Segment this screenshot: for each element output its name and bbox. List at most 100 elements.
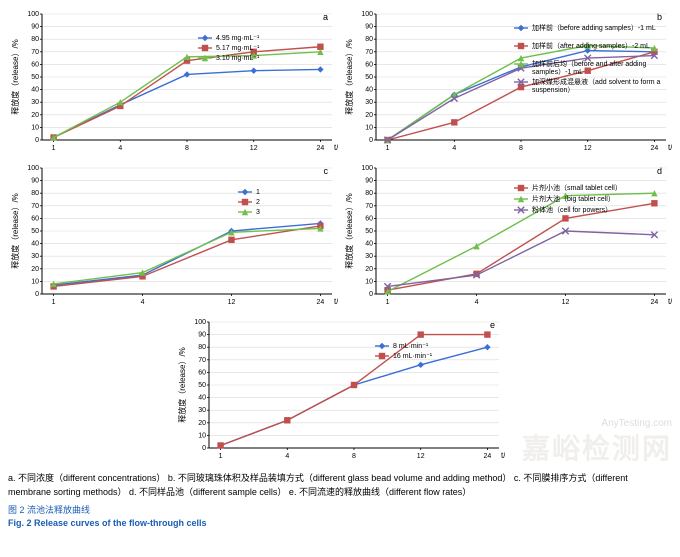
svg-text:24: 24 [484, 453, 492, 460]
svg-text:90: 90 [198, 332, 206, 339]
svg-text:释放度（release）/%: 释放度（release）/% [344, 39, 354, 115]
svg-text:0: 0 [369, 137, 373, 144]
panel-c: 0102030405060708090100141224释放度（release）… [8, 162, 338, 312]
svg-text:70: 70 [198, 357, 206, 364]
svg-text:4.95 mg·mL⁻¹: 4.95 mg·mL⁻¹ [216, 35, 260, 42]
svg-text:释放度（release）/%: 释放度（release）/% [177, 347, 187, 423]
svg-text:8: 8 [185, 145, 189, 152]
panel-b: 01020304050607080901001481224释放度（release… [342, 8, 672, 158]
panel-a: 01020304050607080901001481224释放度（release… [8, 8, 338, 158]
svg-text:50: 50 [365, 74, 373, 81]
panel-e: 01020304050607080901001481224释放度（release… [175, 316, 505, 466]
svg-text:90: 90 [365, 24, 373, 31]
caption-text: a. 不同浓度（different concentrations） b. 不同玻… [8, 472, 672, 499]
figure-grid: 01020304050607080901001481224释放度（release… [8, 8, 672, 466]
svg-text:e: e [490, 320, 495, 330]
svg-text:释放度（release）/%: 释放度（release）/% [10, 39, 20, 115]
svg-text:30: 30 [198, 407, 206, 414]
svg-text:90: 90 [31, 24, 39, 31]
svg-text:t/h: t/h [334, 297, 338, 306]
svg-text:4: 4 [475, 299, 479, 306]
svg-text:10: 10 [31, 278, 39, 285]
svg-text:90: 90 [31, 178, 39, 185]
svg-text:60: 60 [31, 215, 39, 222]
panel-d: 0102030405060708090100141224释放度（release）… [342, 162, 672, 312]
svg-text:60: 60 [198, 369, 206, 376]
svg-text:20: 20 [365, 112, 373, 119]
svg-text:0: 0 [35, 137, 39, 144]
svg-text:1: 1 [386, 299, 390, 306]
svg-text:40: 40 [365, 87, 373, 94]
svg-text:100: 100 [27, 165, 39, 172]
svg-text:5.17 mg·mL⁻¹: 5.17 mg·mL⁻¹ [216, 45, 260, 52]
svg-text:40: 40 [31, 241, 39, 248]
svg-text:100: 100 [27, 11, 39, 18]
svg-text:粉体池（cell for powers）: 粉体池（cell for powers） [532, 205, 612, 214]
svg-text:4: 4 [141, 299, 145, 306]
svg-text:50: 50 [31, 74, 39, 81]
svg-text:1: 1 [52, 299, 56, 306]
svg-text:a: a [323, 12, 328, 22]
svg-text:0: 0 [35, 291, 39, 298]
svg-text:80: 80 [365, 190, 373, 197]
svg-text:t/h: t/h [668, 143, 672, 152]
svg-text:b: b [657, 12, 662, 22]
panel-e-wrap: 01020304050607080901001481224释放度（release… [8, 316, 672, 466]
svg-text:12: 12 [562, 299, 570, 306]
svg-text:24: 24 [317, 145, 325, 152]
svg-text:加样前后均（before and after adding: 加样前后均（before and after adding [532, 59, 646, 68]
svg-text:24: 24 [651, 299, 659, 306]
svg-text:4: 4 [452, 145, 456, 152]
svg-text:12: 12 [417, 453, 425, 460]
svg-text:60: 60 [31, 61, 39, 68]
svg-text:samples）-1 mL: samples）-1 mL [532, 68, 583, 76]
svg-text:加样前（after adding samples）-2 mL: 加样前（after adding samples）-2 mL [532, 41, 650, 50]
svg-text:1: 1 [256, 189, 260, 196]
svg-text:100: 100 [361, 165, 373, 172]
svg-text:t/h: t/h [501, 451, 505, 460]
svg-text:t/h: t/h [334, 143, 338, 152]
svg-text:80: 80 [198, 344, 206, 351]
svg-text:释放度（release）/%: 释放度（release）/% [10, 193, 20, 269]
svg-text:t/h: t/h [668, 297, 672, 306]
svg-text:100: 100 [194, 319, 206, 326]
svg-text:3.10 mg·mL⁻¹: 3.10 mg·mL⁻¹ [216, 55, 260, 62]
svg-text:12: 12 [584, 145, 592, 152]
svg-text:20: 20 [31, 112, 39, 119]
svg-text:10: 10 [365, 278, 373, 285]
svg-text:12: 12 [250, 145, 258, 152]
caption-cn: 图 2 流池法释放曲线 [8, 503, 672, 516]
svg-text:1: 1 [52, 145, 56, 152]
svg-text:50: 50 [365, 228, 373, 235]
svg-text:4: 4 [118, 145, 122, 152]
svg-text:suspension）: suspension） [532, 86, 574, 94]
svg-text:1: 1 [386, 145, 390, 152]
svg-text:8: 8 [519, 145, 523, 152]
svg-text:2: 2 [256, 199, 260, 206]
svg-text:80: 80 [365, 36, 373, 43]
svg-text:90: 90 [365, 178, 373, 185]
svg-text:24: 24 [317, 299, 325, 306]
svg-text:100: 100 [361, 11, 373, 18]
svg-text:30: 30 [31, 99, 39, 106]
svg-text:40: 40 [31, 87, 39, 94]
svg-text:释放度（release）/%: 释放度（release）/% [344, 193, 354, 269]
svg-text:40: 40 [198, 395, 206, 402]
svg-text:0: 0 [369, 291, 373, 298]
svg-text:c: c [324, 166, 329, 176]
svg-text:24: 24 [651, 145, 659, 152]
svg-text:40: 40 [365, 241, 373, 248]
svg-text:3: 3 [256, 209, 260, 216]
svg-text:30: 30 [31, 253, 39, 260]
svg-text:片剂大池（big tablet cell）: 片剂大池（big tablet cell） [532, 194, 615, 203]
svg-text:70: 70 [365, 203, 373, 210]
svg-text:10: 10 [198, 432, 206, 439]
svg-text:片剂小池（small tablet cell）: 片剂小池（small tablet cell） [532, 183, 622, 192]
svg-text:10: 10 [31, 124, 39, 131]
svg-text:12: 12 [228, 299, 236, 306]
svg-text:30: 30 [365, 99, 373, 106]
svg-text:20: 20 [198, 420, 206, 427]
svg-text:d: d [657, 166, 662, 176]
caption-en: Fig. 2 Release curves of the flow-throug… [8, 518, 672, 528]
svg-text:80: 80 [31, 36, 39, 43]
